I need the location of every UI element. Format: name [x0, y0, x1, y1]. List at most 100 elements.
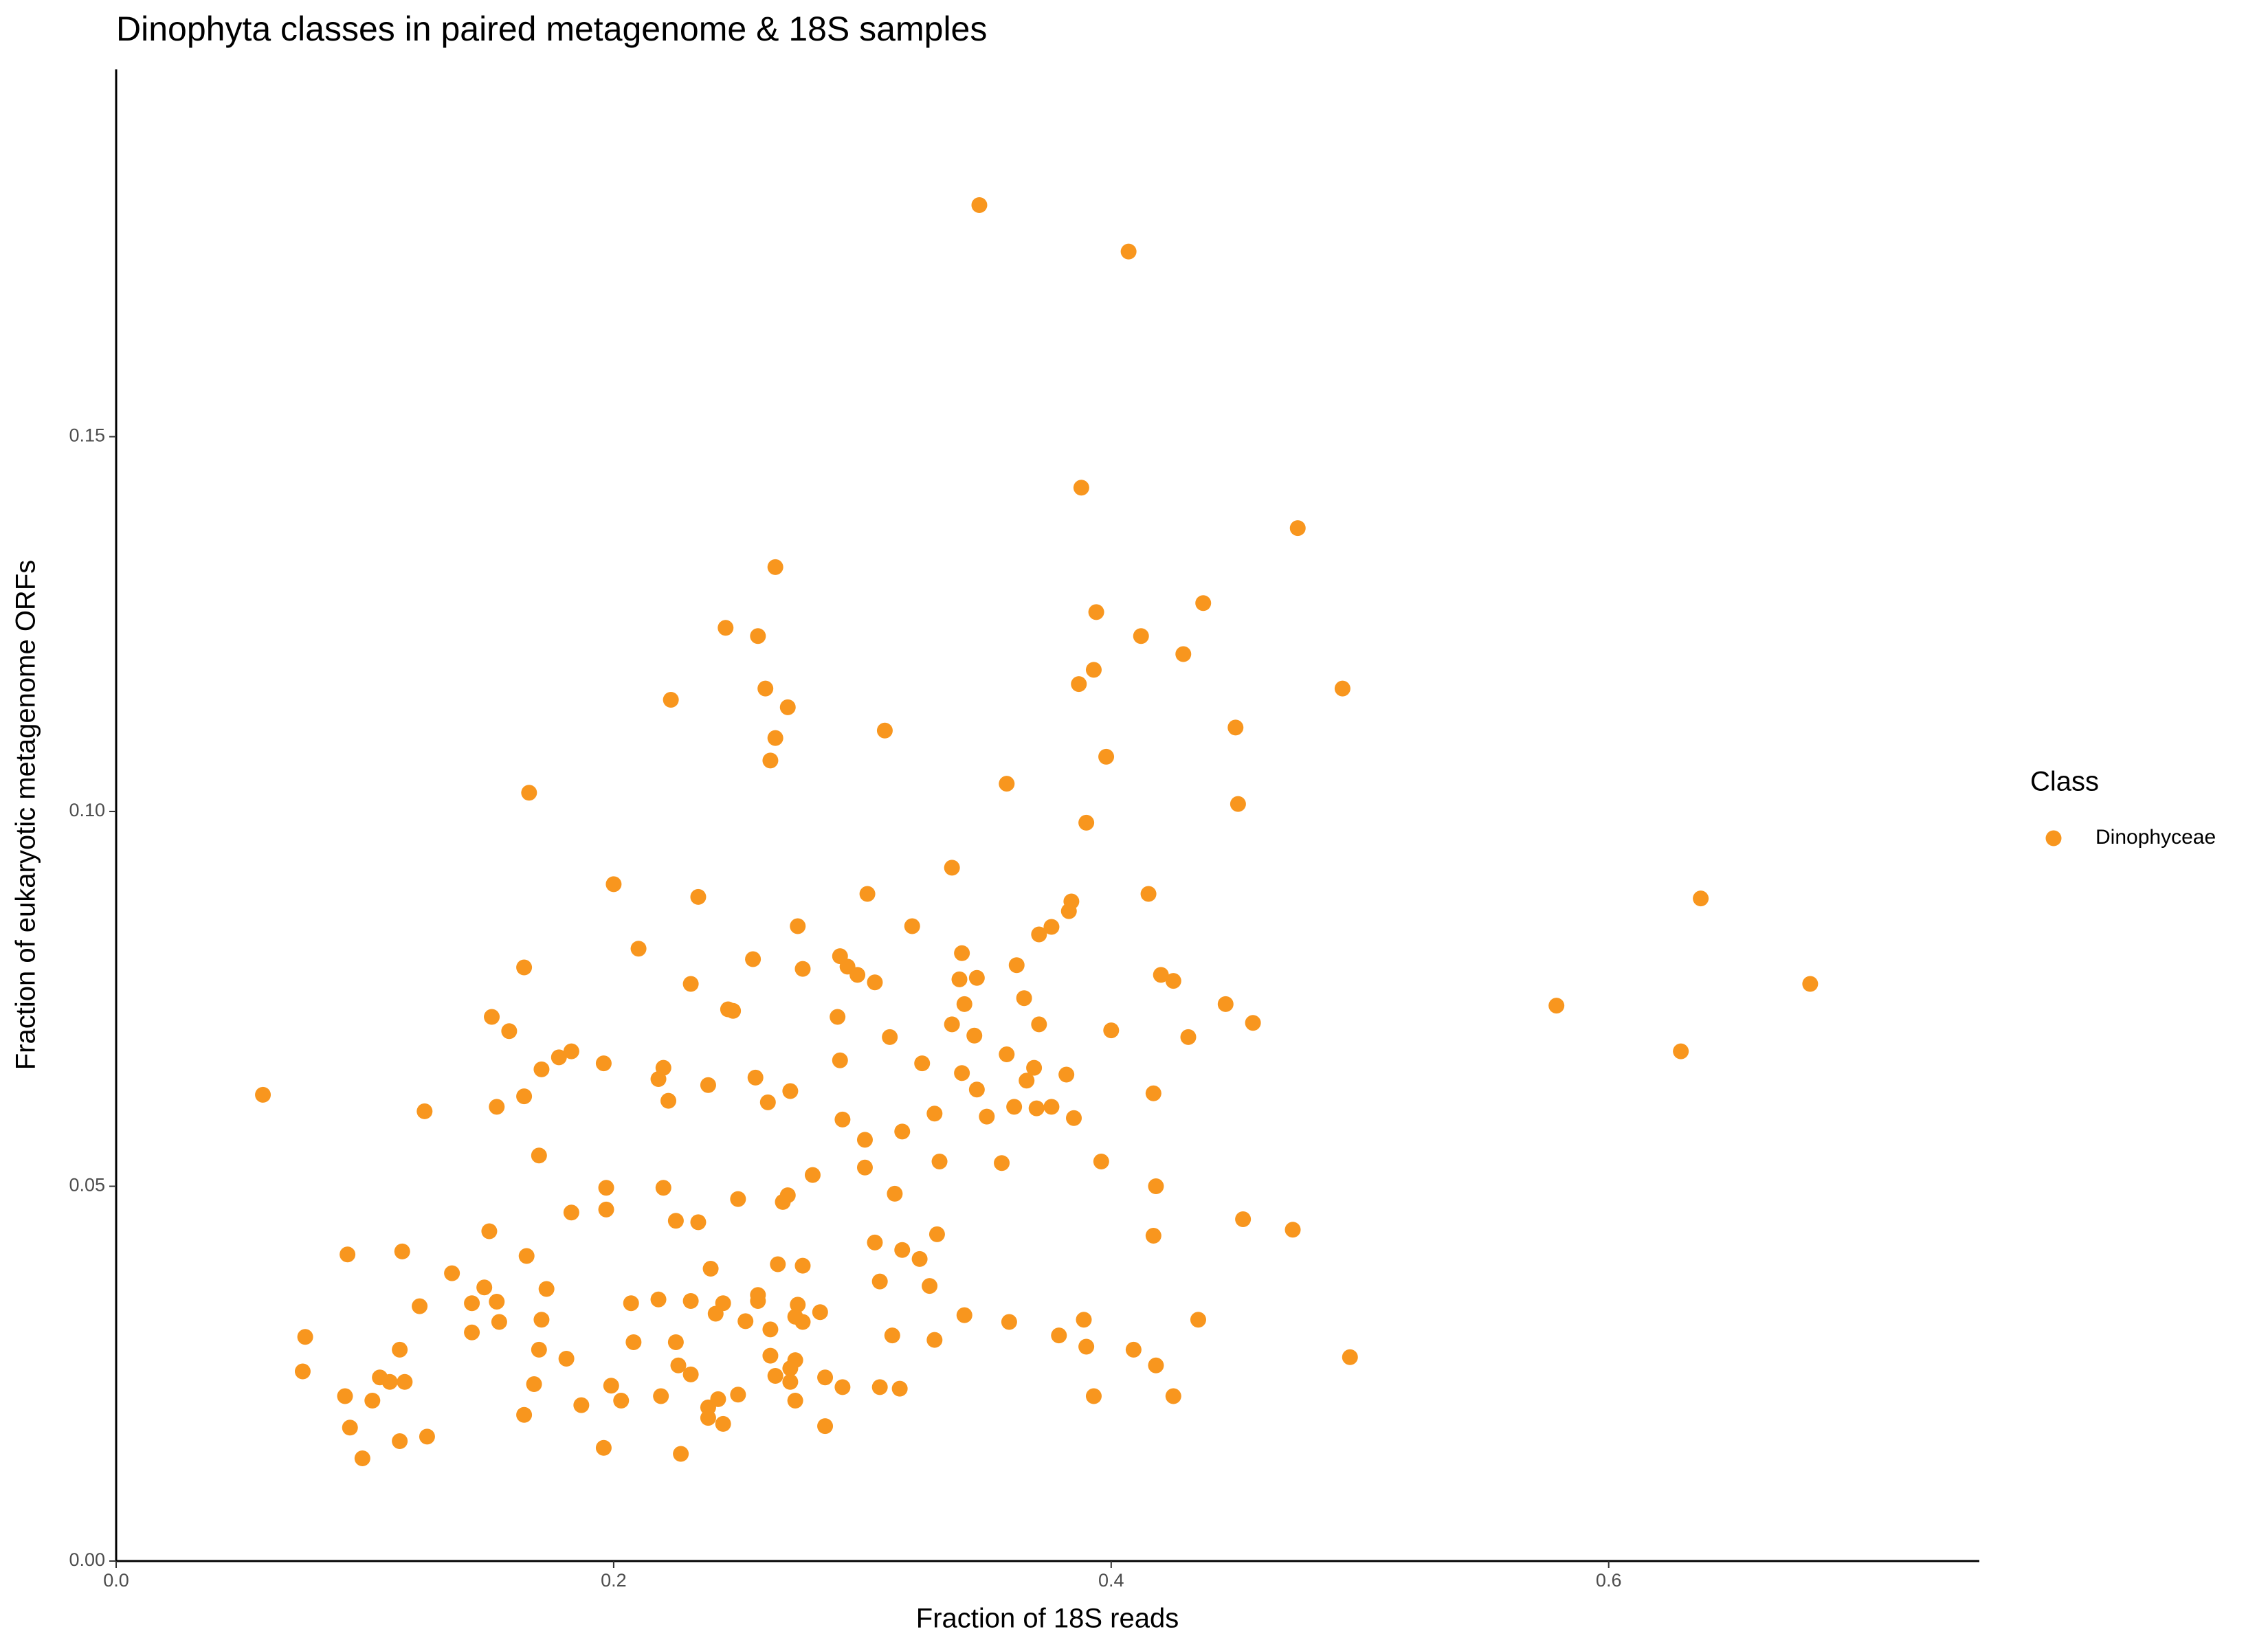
point — [702, 1261, 719, 1277]
point — [737, 1313, 754, 1330]
x-tick-label: 0.4 — [1098, 1570, 1124, 1591]
point — [598, 1180, 614, 1196]
point — [1076, 1312, 1092, 1328]
point — [817, 1418, 834, 1435]
point — [1289, 520, 1306, 537]
point — [1140, 886, 1157, 902]
point — [563, 1043, 579, 1059]
point — [1693, 890, 1709, 907]
point — [1175, 646, 1192, 662]
point — [1088, 604, 1104, 620]
point — [690, 1214, 707, 1231]
point — [1103, 1022, 1120, 1039]
point — [419, 1428, 435, 1445]
y-tick-label: 0.15 — [69, 425, 105, 446]
point — [887, 1185, 903, 1202]
point — [1548, 998, 1565, 1014]
point — [871, 1273, 888, 1290]
point — [794, 1257, 811, 1274]
point — [830, 1009, 846, 1025]
legend-title: Class — [2030, 767, 2099, 797]
point — [682, 1366, 699, 1382]
y-axis-title: Fraction of eukaryotic metagenome ORFs — [11, 560, 41, 1070]
point — [516, 1406, 533, 1423]
point — [1148, 1178, 1164, 1195]
point — [1008, 957, 1025, 974]
point — [931, 1154, 948, 1170]
point — [834, 1111, 851, 1128]
point — [867, 974, 883, 991]
point — [790, 1297, 806, 1313]
point — [501, 1023, 518, 1040]
point — [884, 1327, 900, 1344]
point — [1043, 1099, 1060, 1115]
point — [1120, 243, 1137, 260]
point — [1165, 973, 1181, 989]
point — [660, 1092, 677, 1109]
point — [700, 1077, 716, 1093]
point — [650, 1291, 667, 1308]
point — [834, 1379, 851, 1395]
point — [994, 1155, 1010, 1171]
point — [392, 1341, 408, 1358]
point — [817, 1369, 834, 1386]
legend-marker — [2045, 830, 2062, 846]
point — [794, 961, 811, 977]
point — [516, 959, 533, 976]
point — [650, 1071, 667, 1088]
x-tick-label: 0.0 — [103, 1570, 129, 1591]
point — [1031, 1016, 1047, 1033]
point — [682, 976, 699, 992]
point — [516, 1088, 533, 1105]
point — [929, 1226, 945, 1242]
point — [533, 1312, 550, 1328]
point — [1227, 719, 1244, 736]
point — [1078, 1338, 1095, 1355]
point — [775, 1193, 791, 1210]
chart-title: Dinophyta classes in paired metagenome &… — [116, 10, 987, 48]
x-tick-label: 0.6 — [1596, 1570, 1622, 1591]
point — [871, 1379, 888, 1395]
point — [294, 1363, 311, 1380]
point — [979, 1108, 995, 1125]
point — [730, 1191, 746, 1207]
point — [595, 1439, 612, 1456]
point — [770, 1256, 786, 1272]
point — [342, 1420, 358, 1436]
point — [653, 1388, 669, 1404]
point — [894, 1242, 911, 1258]
point — [521, 785, 537, 801]
point — [538, 1281, 555, 1297]
point — [966, 1027, 983, 1044]
point — [1001, 1314, 1017, 1330]
point — [1026, 1059, 1043, 1076]
point — [297, 1329, 313, 1345]
point — [944, 1016, 960, 1033]
point — [563, 1204, 579, 1221]
point — [730, 1387, 746, 1403]
point — [1180, 1029, 1197, 1045]
point — [491, 1314, 507, 1330]
point — [787, 1393, 803, 1409]
point — [394, 1243, 410, 1259]
point — [1148, 1357, 1164, 1373]
point — [603, 1378, 619, 1394]
point — [1190, 1312, 1206, 1328]
point — [999, 776, 1015, 792]
point — [856, 1159, 873, 1176]
point — [533, 1061, 550, 1077]
point — [476, 1279, 493, 1296]
point — [779, 699, 796, 715]
point — [1031, 926, 1047, 943]
point — [1085, 662, 1102, 678]
point — [762, 1321, 779, 1338]
point — [416, 1103, 433, 1119]
point — [782, 1083, 799, 1099]
point — [605, 876, 622, 893]
point — [1060, 903, 1077, 919]
point — [1334, 680, 1350, 697]
point — [444, 1265, 460, 1281]
x-axis-title: Fraction of 18S reads — [916, 1604, 1179, 1634]
point — [526, 1376, 542, 1393]
